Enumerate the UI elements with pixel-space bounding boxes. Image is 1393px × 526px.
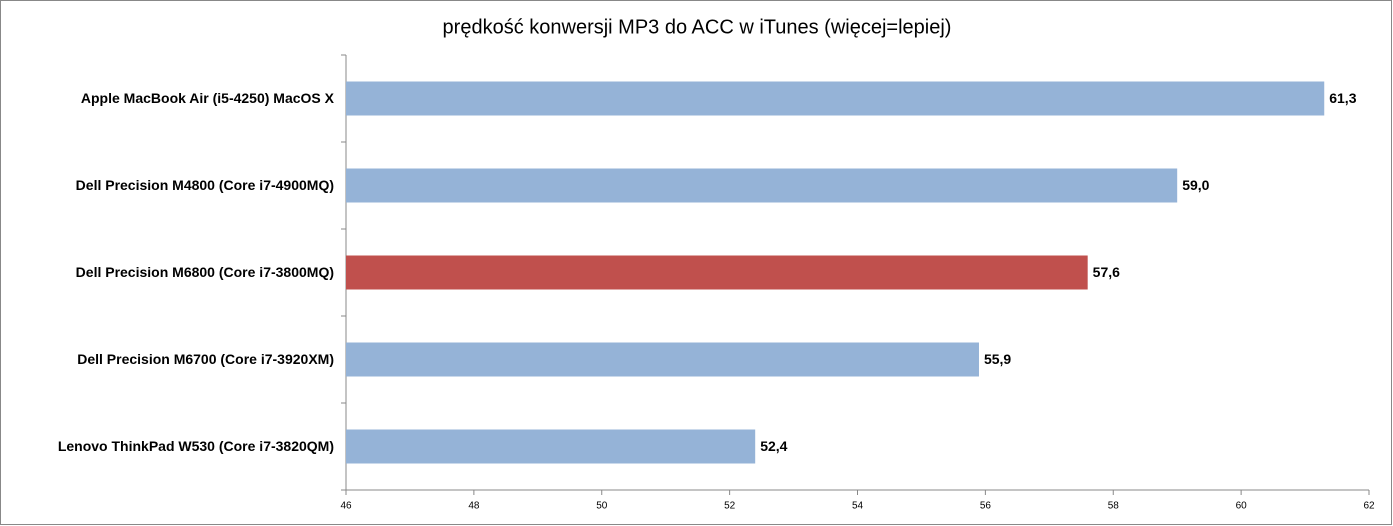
bar bbox=[346, 255, 1088, 290]
bar bbox=[346, 342, 979, 377]
bar bbox=[346, 168, 1178, 203]
x-tick-label: 58 bbox=[1108, 501, 1120, 512]
x-tick-label: 50 bbox=[596, 501, 608, 512]
x-tick-label: 54 bbox=[852, 501, 864, 512]
chart-title: prędkość konwersji MP3 do ACC w iTunes (… bbox=[443, 16, 952, 38]
y-tick-label: Lenovo ThinkPad W530 (Core i7-3820QM) bbox=[58, 438, 334, 454]
value-label: 57,6 bbox=[1093, 264, 1120, 280]
x-tick-label: 46 bbox=[340, 501, 352, 512]
bar bbox=[346, 429, 756, 464]
x-tick-label: 56 bbox=[980, 501, 992, 512]
value-label: 61,3 bbox=[1329, 90, 1356, 106]
y-tick-label: Apple MacBook Air (i5-4250) MacOS X bbox=[81, 90, 335, 106]
y-tick-label: Dell Precision M6800 (Core i7-3800MQ) bbox=[76, 264, 334, 280]
x-tick-label: 62 bbox=[1363, 501, 1375, 512]
y-tick-label: Dell Precision M6700 (Core i7-3920XM) bbox=[77, 351, 334, 367]
x-tick-label: 60 bbox=[1236, 501, 1248, 512]
y-tick-label: Dell Precision M4800 (Core i7-4900MQ) bbox=[76, 177, 334, 193]
x-tick-label: 52 bbox=[724, 501, 736, 512]
value-label: 59,0 bbox=[1182, 177, 1209, 193]
x-tick-label: 48 bbox=[468, 501, 480, 512]
bar bbox=[346, 81, 1325, 116]
value-label: 55,9 bbox=[984, 351, 1011, 367]
value-label: 52,4 bbox=[760, 438, 787, 454]
